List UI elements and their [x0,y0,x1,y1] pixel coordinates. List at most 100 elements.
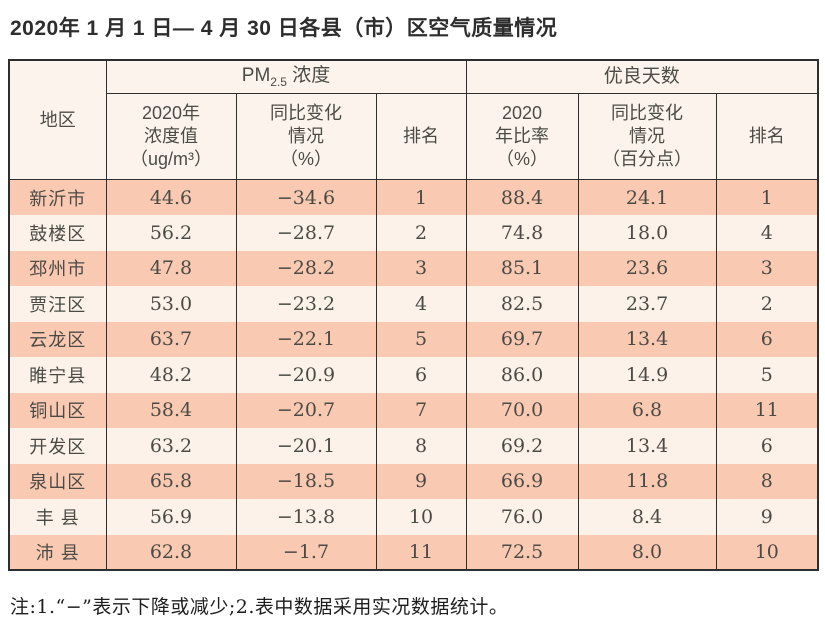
header-line: 2020 [502,103,543,124]
header-line: 2020年 [141,103,201,124]
column-header-ratio: 2020 年比率 （%） [465,93,579,181]
table-row: 沛 县 62.8 −1.7 11 72.5 8.0 10 [8,534,819,571]
pm25-change-cell: −18.5 [235,463,377,500]
pm25-rank-cell: 9 [375,463,467,500]
header-line: 情况 [629,126,666,147]
pm25-value-cell: 53.0 [105,286,237,322]
pm25-value-cell: 56.2 [105,215,237,251]
column-header-pm25-change: 同比变化 情况 （%） [235,93,377,181]
pm25-value-cell: 48.2 [105,357,237,393]
pm25-value-cell: 44.6 [105,179,237,216]
pm25-prefix: PM [241,65,271,86]
region-cell: 新沂市 [8,179,107,216]
region-cell: 云龙区 [8,321,107,358]
pm25-change-cell: −20.9 [235,357,377,393]
pm25-change-cell: −20.7 [235,392,377,429]
header-line: （ug/m³） [129,149,212,170]
table-row: 开发区 63.2 −20.1 8 69.2 13.4 6 [8,428,819,464]
pm25-rank-cell: 10 [375,499,467,535]
pm25-change-cell: −22.1 [235,321,377,358]
good-days-ratio-cell: 66.9 [465,463,579,500]
pm25-change-cell: −28.7 [235,215,377,251]
good-days-ratio-cell: 85.1 [465,250,579,287]
pm25-value-cell: 58.4 [105,392,237,429]
pm25-rank-cell: 11 [375,534,467,571]
pm25-value-cell: 65.8 [105,463,237,500]
good-days-rank-cell: 11 [715,392,819,429]
region-cell: 睢宁县 [8,357,107,393]
pm25-change-cell: −34.6 [235,179,377,216]
pm25-rank-cell: 1 [375,179,467,216]
good-days-change-cell: 11.8 [577,463,717,500]
pm25-rank-cell: 2 [375,215,467,251]
good-days-rank-cell: 1 [715,179,819,216]
good-days-ratio-cell: 76.0 [465,499,579,535]
group-header-good-days: 优良天数 [465,59,819,95]
pm25-rank-cell: 5 [375,321,467,358]
pm25-change-cell: −28.2 [235,250,377,287]
good-days-change-cell: 23.6 [577,250,717,287]
pm25-value-cell: 47.8 [105,250,237,287]
table-row: 云龙区 63.7 −22.1 5 69.7 13.4 6 [8,321,819,358]
pm25-change-cell: −20.1 [235,428,377,464]
good-days-change-cell: 6.8 [577,392,717,429]
good-days-rank-cell: 8 [715,463,819,500]
good-days-change-cell: 14.9 [577,357,717,393]
table-header: 地区 PM2.5 浓度 优良天数 2020年 浓度值 （ug/m³） 同比变化 … [8,59,819,181]
air-quality-table: 地区 PM2.5 浓度 优良天数 2020年 浓度值 （ug/m³） 同比变化 … [8,59,820,572]
header-line: 年比率 [495,126,550,147]
header-line: （%） [496,149,549,170]
pm25-value-cell: 62.8 [105,534,237,571]
pm25-suffix: 浓度 [286,65,331,86]
pm25-value-cell: 56.9 [105,499,237,535]
good-days-ratio-cell: 70.0 [465,392,579,429]
good-days-change-cell: 24.1 [577,179,717,216]
header-line: 情况 [288,126,324,147]
table-row: 丰 县 56.9 −13.8 10 76.0 8.4 9 [8,499,819,535]
good-days-change-cell: 13.4 [577,428,717,464]
good-days-change-cell: 8.4 [577,499,717,535]
page-title: 2020年 1 月 1 日— 4 月 30 日各县（市）区空气质量情况 [10,17,558,40]
region-cell: 开发区 [8,428,107,464]
good-days-ratio-cell: 86.0 [465,357,579,393]
table-row: 邳州市 47.8 −28.2 3 85.1 23.6 3 [8,250,819,287]
region-cell: 铜山区 [8,392,107,429]
good-days-rank-cell: 9 [715,499,819,535]
region-cell: 丰 县 [8,499,107,535]
good-days-rank-cell: 2 [715,286,819,322]
pm25-rank-cell: 6 [375,357,467,393]
header-line: （百分点） [602,149,693,170]
pm25-change-cell: −13.8 [235,499,377,535]
pm25-rank-cell: 3 [375,250,467,287]
region-cell: 邳州市 [8,250,107,287]
good-days-rank-cell: 5 [715,357,819,393]
good-days-ratio-cell: 72.5 [465,534,579,571]
table-row: 铜山区 58.4 −20.7 7 70.0 6.8 11 [8,392,819,429]
good-days-ratio-cell: 88.4 [465,179,579,216]
footnote: 注:1.“−”表示下降或减少;2.表中数据采用实况数据统计。 [10,596,509,619]
region-cell: 泉山区 [8,463,107,500]
group-header-pm25: PM2.5 浓度 [105,59,467,95]
table-row: 新沂市 44.6 −34.6 1 88.4 24.1 1 [8,179,819,216]
good-days-change-cell: 23.7 [577,286,717,322]
header-line: 同比变化 [611,103,684,124]
header-line: 排名 [403,126,440,147]
good-days-change-cell: 13.4 [577,321,717,358]
pm25-subscript: 2.5 [270,74,287,89]
pm25-value-cell: 63.7 [105,321,237,358]
column-header-pm25-value: 2020年 浓度值 （ug/m³） [105,93,237,181]
header-line: 浓度值 [144,126,198,147]
table-row: 泉山区 65.8 −18.5 9 66.9 11.8 8 [8,463,819,500]
good-days-rank-cell: 3 [715,250,819,287]
pm25-rank-cell: 7 [375,392,467,429]
good-days-ratio-cell: 82.5 [465,286,579,322]
group-header-row: 地区 PM2.5 浓度 优良天数 [8,59,819,181]
pm25-change-cell: −1.7 [235,534,377,571]
good-days-ratio-cell: 69.2 [465,428,579,464]
sub-header-row: 2020年 浓度值 （ug/m³） 同比变化 情况 （%） 排名 2020 年比… [9,93,819,181]
good-days-rank-cell: 10 [715,534,819,571]
header-line: （%） [279,149,332,170]
pm25-rank-cell: 4 [375,286,467,322]
good-days-change-cell: 8.0 [577,534,717,571]
